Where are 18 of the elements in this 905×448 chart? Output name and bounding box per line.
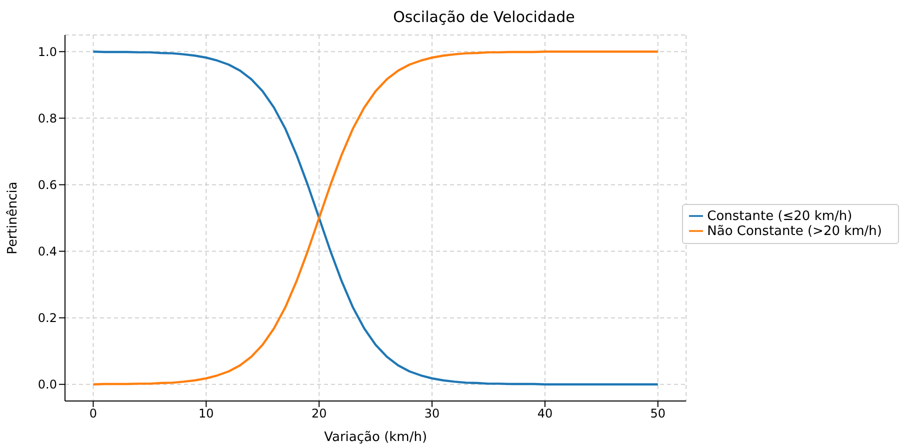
x-tick-label: 40	[537, 406, 553, 421]
legend-label: Constante (≤20 km/h)	[707, 209, 852, 224]
y-tick-label: 1.0	[38, 44, 57, 59]
x-axis-title: Variação (km/h)	[324, 430, 428, 445]
y-axis-title: Pertinência	[6, 182, 21, 254]
y-tick-label: 0.4	[38, 244, 57, 259]
y-tick-label: 0.8	[38, 111, 57, 126]
x-tick-label: 50	[650, 406, 666, 421]
legend-label: Não Constante (>20 km/h)	[707, 224, 882, 239]
chart-title: Oscilação de Velocidade	[392, 8, 576, 26]
x-tick-label: 20	[311, 406, 327, 421]
line-series	[92, 50, 659, 386]
y-tick-label: 0.0	[38, 378, 57, 392]
x-tick-label: 0	[89, 406, 98, 421]
y-tick-label: 0.2	[38, 311, 57, 326]
x-tick-label: 10	[198, 406, 214, 421]
y-tick-label: 0.6	[38, 178, 57, 192]
x-tick-label: 30	[424, 406, 440, 421]
